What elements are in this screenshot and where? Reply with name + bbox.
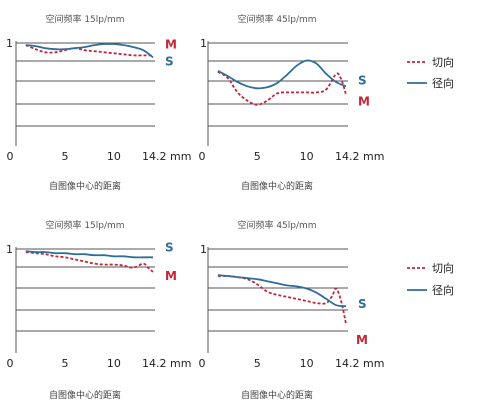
x-tick-label: 0	[7, 150, 14, 163]
series-sagittal-end-label: S	[358, 297, 367, 311]
y-tick-label: 1	[6, 37, 13, 50]
series-tangential-end-label: M	[358, 95, 370, 109]
x-tick-label: 5	[254, 357, 261, 370]
x-tick-label: 10	[300, 357, 314, 370]
x-tick-label: 10	[300, 150, 314, 163]
legend-top: 切向 径向	[407, 55, 454, 90]
chart-title: 空间频率 45lp/mm	[237, 13, 316, 25]
y-tick-label: 1	[6, 243, 13, 256]
chart-title: 空间频率 45lp/mm	[237, 219, 316, 231]
series-sagittal-end-label: S	[165, 54, 174, 68]
series-sagittal-end-label: S	[358, 73, 367, 87]
series-tangential-end-label: M	[356, 333, 368, 347]
x-tick-label: 14.2 mm	[335, 150, 384, 163]
x-axis-label: 自图像中心的距离	[49, 180, 121, 192]
legend-tangential-label: 切向	[432, 261, 454, 275]
x-axis-label: 自图像中心的距离	[49, 389, 121, 401]
x-tick-label: 0	[199, 150, 206, 163]
series-sagittal-line	[217, 274, 347, 308]
x-axis-label: 自图像中心的距离	[241, 180, 313, 192]
x-tick-label: 10	[107, 150, 121, 163]
legend-sagittal-label: 径向	[432, 76, 454, 90]
x-tick-label: 5	[61, 357, 68, 370]
x-tick-label: 14.2 mm	[142, 150, 191, 163]
legend-tangential-label: 切向	[432, 55, 454, 69]
x-tick-label: 0	[7, 357, 14, 370]
chart-title: 空间频率 15lp/mm	[45, 219, 124, 231]
series-sagittal-end-label: S	[165, 240, 174, 254]
series-tangential-line	[25, 251, 154, 273]
x-tick-label: 5	[254, 150, 261, 163]
x-tick-label: 0	[199, 357, 206, 370]
x-axis-label: 自图像中心的距离	[241, 389, 313, 401]
series-sagittal-line	[217, 59, 347, 90]
series-sagittal-line	[25, 43, 154, 59]
y-tick-label: 1	[200, 37, 207, 50]
x-tick-label: 14.2 mm	[142, 357, 191, 370]
series-sagittal-line	[25, 250, 154, 259]
y-tick-label: 1	[200, 243, 207, 256]
series-tangential-end-label: M	[165, 37, 177, 51]
legend-bottom: 切向 径向	[407, 261, 454, 297]
series-tangential-end-label: M	[165, 269, 177, 283]
x-tick-label: 10	[107, 357, 121, 370]
legend-sagittal-label: 径向	[432, 283, 454, 297]
chart-title: 空间频率 15lp/mm	[45, 13, 124, 25]
x-tick-label: 5	[61, 150, 68, 163]
series-tangential-line	[25, 44, 153, 57]
x-tick-label: 14.2 mm	[335, 357, 384, 370]
series-tangential-line	[217, 71, 347, 106]
